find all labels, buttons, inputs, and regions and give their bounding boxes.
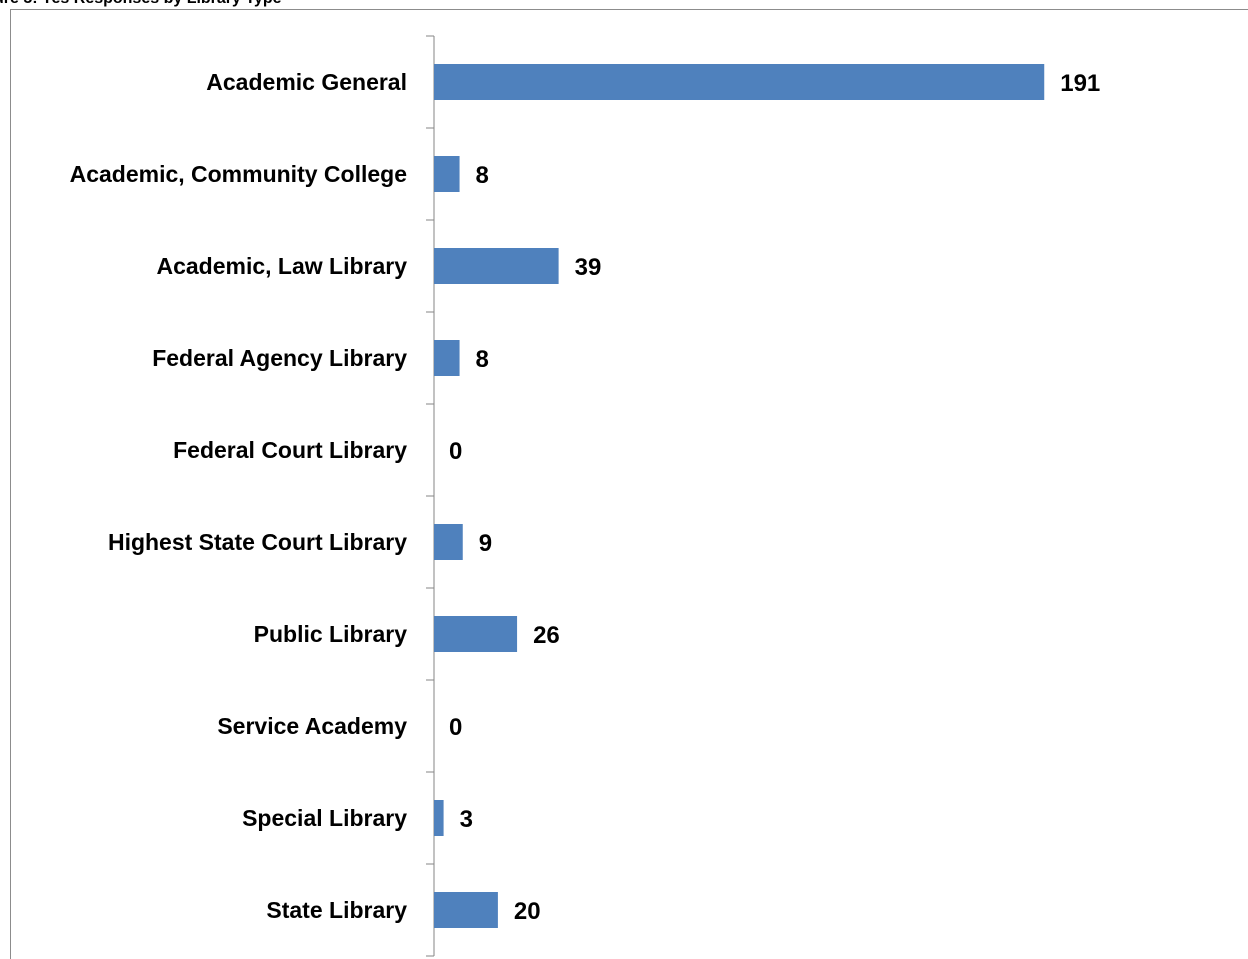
bar: [434, 524, 463, 560]
chart-frame: [10, 9, 1248, 959]
value-label: 0: [449, 714, 462, 741]
bar: [434, 616, 518, 652]
value-label: 20: [514, 898, 541, 925]
category-label: Federal Agency Library: [152, 345, 407, 371]
category-label: Special Library: [242, 805, 407, 831]
value-label: 8: [476, 346, 489, 373]
bar: [434, 156, 460, 192]
value-label: 191: [1060, 70, 1100, 97]
bar: [434, 64, 1045, 100]
bar: [434, 892, 498, 928]
category-label: Highest State Court Library: [108, 529, 407, 555]
value-label: 8: [476, 162, 489, 189]
category-label: Academic General: [206, 69, 407, 95]
bar: [434, 248, 559, 284]
value-label: 26: [533, 622, 560, 649]
category-label: Public Library: [254, 621, 408, 647]
category-label: Academic, Law Library: [156, 253, 407, 279]
bar: [434, 800, 444, 836]
category-label: Academic, Community College: [70, 161, 407, 187]
value-label: 0: [449, 438, 462, 465]
category-label: State Library: [266, 897, 407, 923]
value-label: 39: [575, 254, 602, 281]
category-label: Service Academy: [217, 713, 407, 739]
figure-caption: ure 5: Yes Responses by Library Type: [0, 0, 282, 9]
value-label: 3: [460, 806, 473, 833]
bar: [434, 340, 460, 376]
category-label: Federal Court Library: [173, 437, 407, 463]
value-label: 9: [479, 530, 492, 557]
